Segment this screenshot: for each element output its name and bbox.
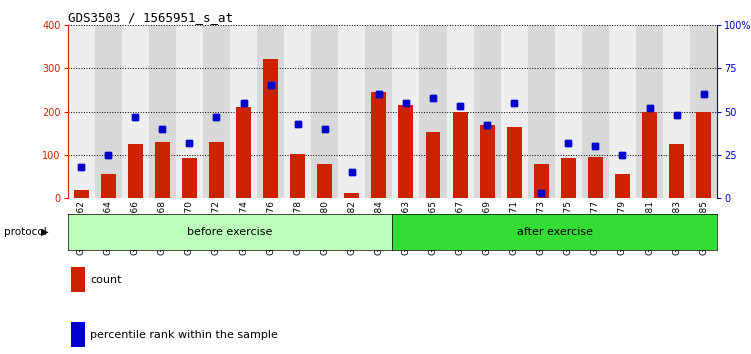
Bar xyxy=(582,25,609,198)
Bar xyxy=(642,112,657,198)
Bar xyxy=(101,175,116,198)
Bar xyxy=(101,175,116,198)
Bar xyxy=(155,142,170,198)
Bar xyxy=(642,112,657,198)
Bar xyxy=(95,25,122,198)
Text: ▶: ▶ xyxy=(41,227,49,237)
Bar xyxy=(561,158,576,198)
Bar xyxy=(290,154,305,198)
Bar xyxy=(74,190,89,198)
Bar xyxy=(345,193,359,198)
Bar xyxy=(696,112,711,198)
Bar xyxy=(372,92,386,198)
Bar xyxy=(507,127,522,198)
Bar xyxy=(447,25,474,198)
Bar xyxy=(311,25,338,198)
Bar xyxy=(290,154,305,198)
Bar xyxy=(690,25,717,198)
Bar xyxy=(426,132,440,198)
Bar xyxy=(609,25,636,198)
Text: before exercise: before exercise xyxy=(187,227,273,237)
Bar xyxy=(230,25,257,198)
Bar xyxy=(615,175,630,198)
Bar xyxy=(588,157,603,198)
Bar xyxy=(128,144,143,198)
Bar xyxy=(420,25,447,198)
Bar xyxy=(453,112,468,198)
Bar xyxy=(122,25,149,198)
Bar xyxy=(338,25,365,198)
Bar xyxy=(263,59,278,198)
Bar xyxy=(636,25,663,198)
Text: protocol: protocol xyxy=(4,227,47,237)
Bar xyxy=(453,112,468,198)
Bar xyxy=(257,25,284,198)
Bar xyxy=(669,144,684,198)
Bar xyxy=(588,157,603,198)
Bar xyxy=(317,164,332,198)
Bar xyxy=(474,25,501,198)
Bar xyxy=(155,142,170,198)
Bar xyxy=(399,105,413,198)
Bar xyxy=(263,59,278,198)
Bar xyxy=(203,25,230,198)
Text: count: count xyxy=(90,275,122,285)
Bar xyxy=(68,25,95,198)
Bar xyxy=(182,158,197,198)
Bar xyxy=(74,190,89,198)
Bar xyxy=(696,112,711,198)
Bar xyxy=(669,144,684,198)
Bar xyxy=(528,25,555,198)
Bar xyxy=(149,25,176,198)
Bar xyxy=(236,107,251,198)
Bar xyxy=(507,127,522,198)
Bar xyxy=(480,125,495,198)
Bar xyxy=(236,107,251,198)
Bar xyxy=(426,132,440,198)
Bar xyxy=(345,193,359,198)
Text: GDS3503 / 1565951_s_at: GDS3503 / 1565951_s_at xyxy=(68,11,233,24)
Text: after exercise: after exercise xyxy=(517,227,593,237)
Bar xyxy=(209,142,224,198)
Bar xyxy=(365,25,392,198)
Bar xyxy=(501,25,528,198)
Text: percentile rank within the sample: percentile rank within the sample xyxy=(90,330,278,339)
Bar xyxy=(392,25,420,198)
Bar xyxy=(555,25,582,198)
Bar xyxy=(372,92,386,198)
Bar xyxy=(128,144,143,198)
Bar xyxy=(534,164,549,198)
Bar xyxy=(182,158,197,198)
Bar xyxy=(399,105,413,198)
Bar xyxy=(663,25,690,198)
Bar xyxy=(561,158,576,198)
Bar xyxy=(176,25,203,198)
Bar xyxy=(534,164,549,198)
Bar xyxy=(615,175,630,198)
Bar xyxy=(284,25,311,198)
Bar xyxy=(317,164,332,198)
Bar xyxy=(480,125,495,198)
Bar xyxy=(209,142,224,198)
